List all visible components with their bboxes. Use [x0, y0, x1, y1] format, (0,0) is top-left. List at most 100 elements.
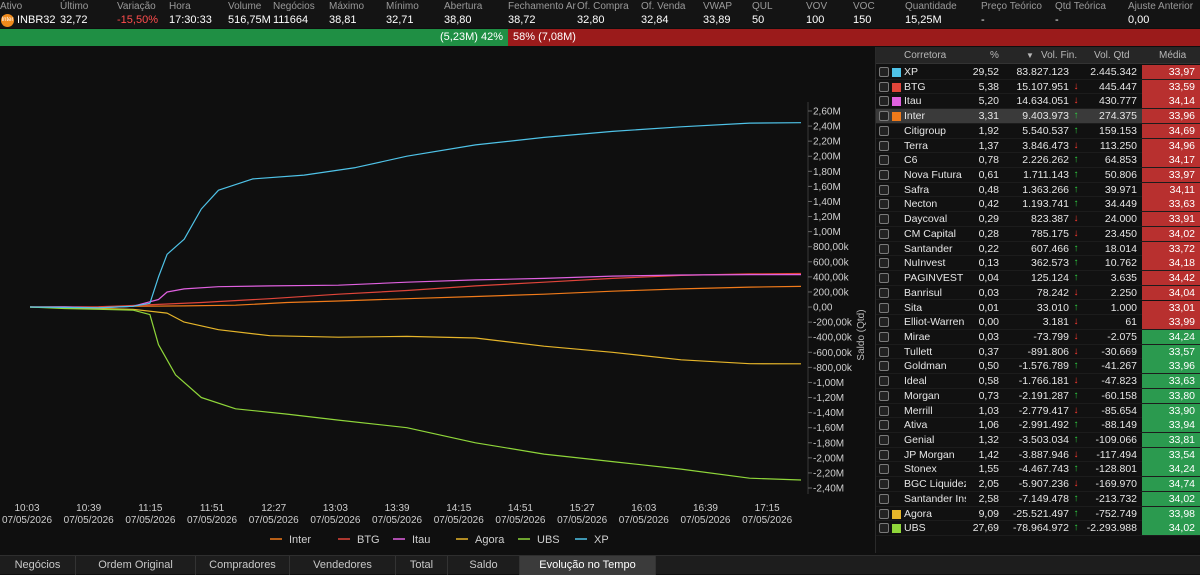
tab-compradores[interactable]: Compradores	[196, 556, 290, 575]
row-checkbox[interactable]	[879, 287, 889, 298]
row-checkbox[interactable]	[879, 420, 889, 431]
table-row[interactable]: Agora 9,09 -25.521.497 ↑ -752.749 33,98	[876, 506, 1200, 522]
legend-label[interactable]: BTG	[357, 534, 380, 546]
row-checkbox[interactable]	[879, 140, 889, 151]
legend-label[interactable]: Inter	[289, 534, 311, 546]
table-row[interactable]: Itau 5,20 14.634.051 ↓ 430.777 34,14	[876, 94, 1200, 110]
row-checkbox[interactable]	[879, 184, 889, 195]
row-checkbox[interactable]	[879, 317, 889, 328]
table-row[interactable]: Sita 0,01 33.010 ↑ 1.000 33,01	[876, 300, 1200, 316]
table-row[interactable]: Safra 0,48 1.363.266 ↑ 39.971 34,11	[876, 182, 1200, 198]
row-checkbox[interactable]	[879, 523, 889, 534]
table-row[interactable]: XP 29,52 83.827.123 2.445.342 33,97	[876, 65, 1200, 80]
row-checkbox[interactable]	[879, 228, 889, 239]
table-row[interactable]: Inter 3,31 9.403.973 ↑ 274.375 33,96	[876, 109, 1200, 124]
table-row[interactable]: UBS 27,69 -78.964.972 ↑ -2.293.988 34,02	[876, 521, 1200, 536]
table-row[interactable]: Merrill 1,03 -2.779.417 ↓ -85.654 33,90	[876, 403, 1200, 419]
row-checkbox[interactable]	[879, 155, 889, 166]
table-row[interactable]: NuInvest 0,13 362.573 ↑ 10.762 34,18	[876, 256, 1200, 272]
table-row[interactable]: Terra 1,37 3.846.473 ↓ 113.250 34,96	[876, 138, 1200, 154]
row-checkbox[interactable]	[879, 96, 889, 107]
col-vol-qtd[interactable]: Vol. Qtd	[1094, 50, 1130, 61]
col-pct[interactable]: %	[990, 50, 999, 61]
row-checkbox[interactable]	[879, 125, 889, 136]
table-row[interactable]: Santander 0,22 607.466 ↑ 18.014 33,72	[876, 241, 1200, 257]
table-row[interactable]: BGC Liquidez 2,05 -5.907.236 ↓ -169.970 34,74	[876, 477, 1200, 492]
broker-pct: 27,69	[972, 522, 999, 535]
row-checkbox[interactable]	[879, 361, 889, 372]
broker-vol-fin: -2.991.492	[1018, 419, 1069, 432]
broker-vol-fin: -891.806	[1027, 345, 1069, 358]
table-row[interactable]: Santander Ins 2,58 -7.149.478 ↑ -213.732 34,0…	[876, 491, 1200, 507]
table-row[interactable]: Ativa 1,06 -2.991.492 ↑ -88.149 33,94	[876, 418, 1200, 433]
row-checkbox[interactable]	[879, 331, 889, 342]
table-row[interactable]: Morgan 0,73 -2.191.287 ↑ -60.158 33,80	[876, 388, 1200, 404]
row-checkbox[interactable]	[879, 273, 889, 284]
row-checkbox[interactable]	[879, 214, 889, 225]
series-line-xp[interactable]	[29, 122, 802, 309]
col-broker[interactable]: Corretora	[904, 50, 947, 61]
tab-total[interactable]: Total	[396, 556, 448, 575]
col-media[interactable]: Média	[1159, 50, 1187, 61]
table-row[interactable]: Stonex 1,55 -4.467.743 ↑ -128.801 34,24	[876, 462, 1200, 478]
row-checkbox[interactable]	[879, 479, 889, 490]
table-row[interactable]: BTG 5,38 15.107.951 ↓ 445.447 33,59	[876, 79, 1200, 95]
table-row[interactable]: JP Morgan 1,42 -3.887.946 ↓ -117.494 33,54	[876, 447, 1200, 463]
row-checkbox[interactable]	[879, 67, 889, 77]
tab-evolu-o-no-tempo[interactable]: Evolução no Tempo	[520, 556, 656, 575]
row-checkbox[interactable]	[879, 170, 889, 181]
table-row[interactable]: Nova Futura 0,61 1.711.143 ↑ 50.806 33,97	[876, 168, 1200, 183]
row-checkbox[interactable]	[879, 111, 889, 122]
table-row[interactable]: Citigroup 1,92 5.540.537 ↑ 159.153 34,69	[876, 123, 1200, 139]
row-checkbox[interactable]	[879, 464, 889, 475]
broker-pct: 5,20	[978, 95, 999, 108]
table-row[interactable]: Mirae 0,03 -73.799 ↓ -2.075 34,24	[876, 329, 1200, 345]
sort-desc-icon[interactable]: ▼	[1026, 51, 1034, 60]
row-checkbox[interactable]	[879, 435, 889, 445]
table-row[interactable]: CM Capital 0,28 785.175 ↓ 23.450 34,02	[876, 226, 1200, 242]
balance-evolution-chart[interactable]: 2,60M 2,40M 2,20M 2,00M 1,80M 1,60M 1,40M 1,20M…	[0, 47, 875, 553]
row-checkbox[interactable]	[879, 243, 889, 254]
table-row[interactable]: C6 0,78 2.226.262 ↑ 64.853 34,17	[876, 153, 1200, 168]
broker-table[interactable]: Corretora % ▼ Vol. Fin. Vol. Qtd Média X…	[875, 47, 1200, 553]
row-checkbox[interactable]	[879, 390, 889, 401]
col-vol-fin[interactable]: Vol. Fin.	[1041, 50, 1078, 61]
row-checkbox[interactable]	[879, 199, 889, 210]
table-row[interactable]: Genial 1,32 -3.503.034 ↑ -109.066 33,81	[876, 433, 1200, 448]
tab-vendedores[interactable]: Vendedores	[290, 556, 396, 575]
buy-sell-balance-bar: (5,23M) 42% 58% (7,08M)	[0, 29, 1200, 46]
table-row[interactable]: Ideal 0,58 -1.766.181 ↓ -47.823 33,63	[876, 374, 1200, 389]
table-row[interactable]: Goldman 0,50 -1.576.789 ↑ -41.267 33,96	[876, 359, 1200, 375]
row-checkbox[interactable]	[879, 405, 889, 416]
series-line-itau[interactable]	[29, 274, 801, 309]
tab-saldo[interactable]: Saldo	[448, 556, 520, 575]
arrow-up-icon: ↑	[1073, 522, 1079, 534]
table-row[interactable]: Elliot-Warren 0,00 3.181 ↓ 61 33,99	[876, 315, 1200, 330]
row-checkbox[interactable]	[879, 493, 889, 504]
tab-neg-cios[interactable]: Negócios	[0, 556, 76, 575]
row-checkbox[interactable]	[879, 508, 889, 519]
table-row[interactable]: PAGINVEST 0,04 125.124 ↑ 3.635 34,42	[876, 271, 1200, 286]
row-checkbox[interactable]	[879, 449, 889, 460]
series-line-btg[interactable]	[30, 272, 802, 308]
table-row[interactable]: Daycoval 0,29 823.387 ↓ 24.000 33,91	[876, 212, 1200, 227]
row-checkbox[interactable]	[879, 376, 889, 387]
legend-label[interactable]: UBS	[537, 534, 560, 546]
row-checkbox[interactable]	[879, 346, 889, 357]
table-row[interactable]: Banrisul 0,03 78.242 ↓ 2.250 34,04	[876, 285, 1200, 301]
series-line-agora[interactable]	[29, 306, 802, 365]
ticker-symbol[interactable]: INBR32	[17, 14, 56, 26]
legend-label[interactable]: XP	[594, 534, 609, 546]
series-line-ubs[interactable]	[29, 306, 802, 481]
table-row[interactable]: Necton 0,42 1.193.741 ↑ 34.449 33,63	[876, 197, 1200, 213]
tab-ordem-original[interactable]: Ordem Original	[76, 556, 196, 575]
table-row[interactable]: Tullett 0,37 -891.806 ↓ -30.669 33,57	[876, 344, 1200, 360]
row-checkbox[interactable]	[879, 81, 889, 92]
quote-field-label: Último	[60, 1, 89, 12]
row-checkbox[interactable]	[879, 258, 889, 269]
legend-label[interactable]: Agora	[475, 534, 505, 546]
row-checkbox[interactable]	[879, 302, 889, 313]
broker-vol-qtd: 159.153	[1099, 124, 1137, 137]
broker-avg-price: 34,69	[1142, 123, 1200, 138]
legend-label[interactable]: Itau	[412, 534, 430, 546]
